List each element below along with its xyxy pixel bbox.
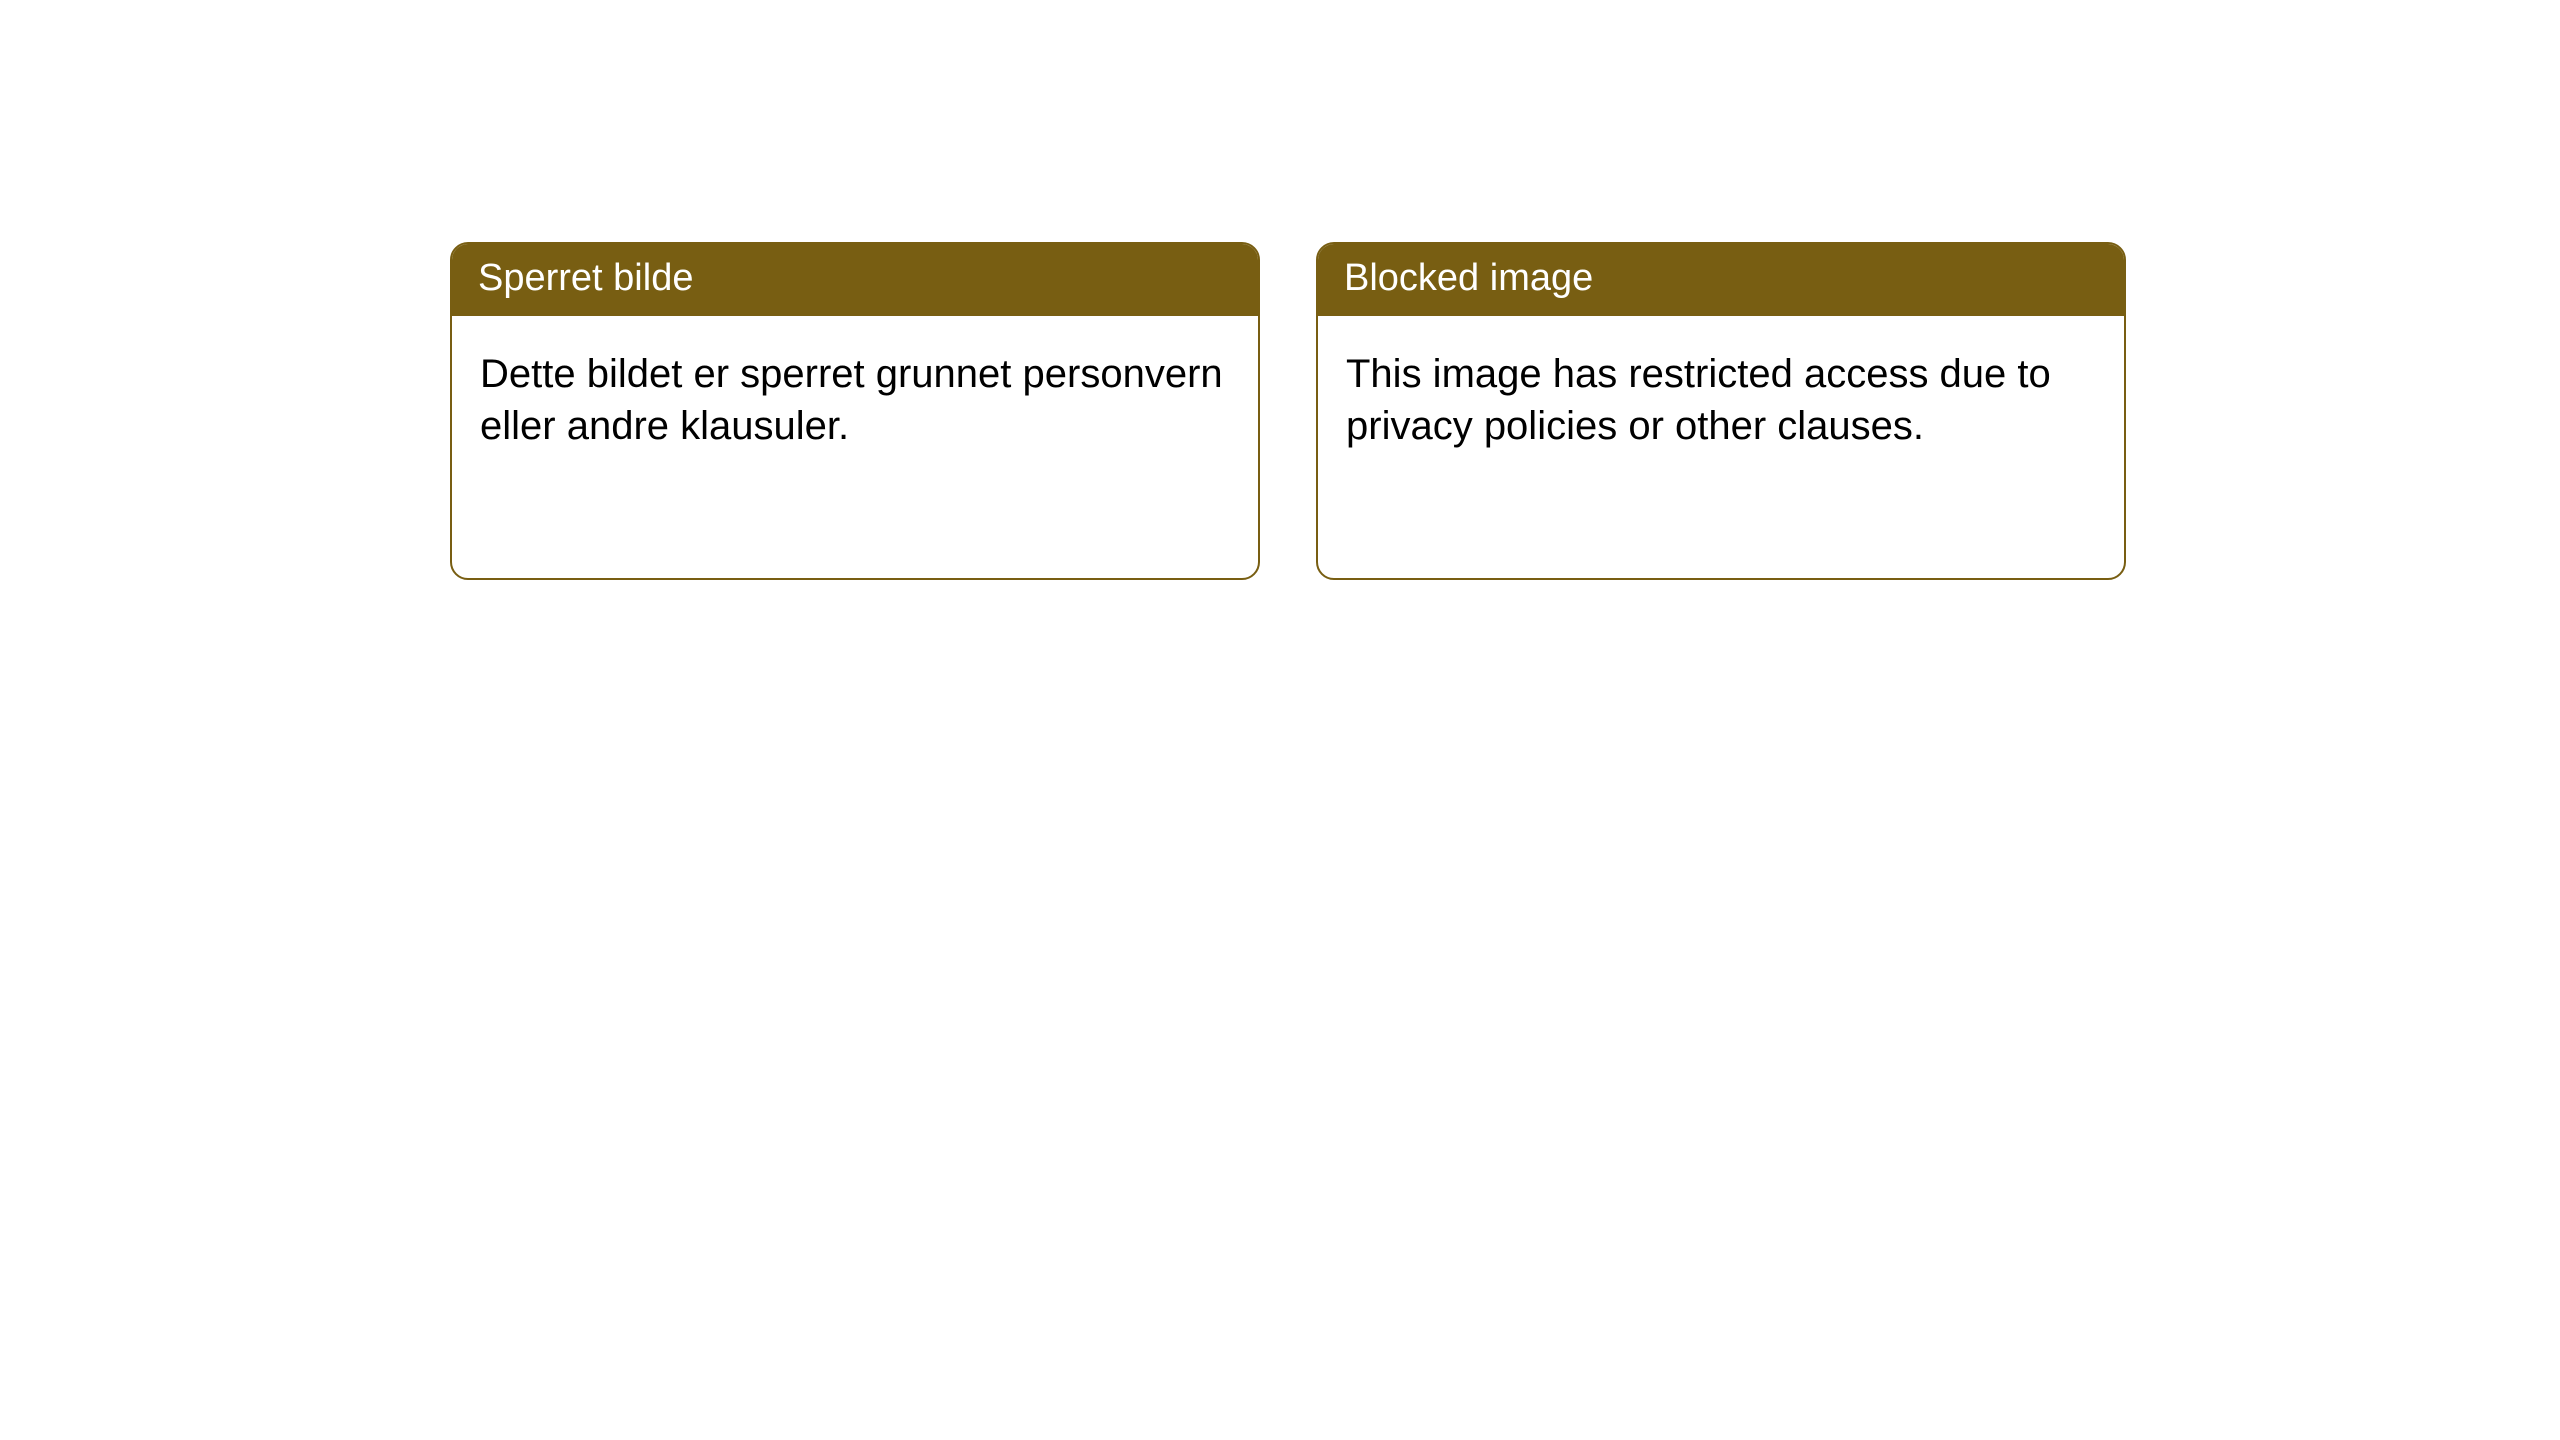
notice-body-english: This image has restricted access due to … [1318, 316, 2124, 484]
notice-header-english: Blocked image [1318, 244, 2124, 316]
notice-card-norwegian: Sperret bilde Dette bildet er sperret gr… [450, 242, 1260, 580]
blocked-image-notices: Sperret bilde Dette bildet er sperret gr… [450, 242, 2126, 580]
notice-body-norwegian: Dette bildet er sperret grunnet personve… [452, 316, 1258, 484]
notice-header-norwegian: Sperret bilde [452, 244, 1258, 316]
notice-card-english: Blocked image This image has restricted … [1316, 242, 2126, 580]
